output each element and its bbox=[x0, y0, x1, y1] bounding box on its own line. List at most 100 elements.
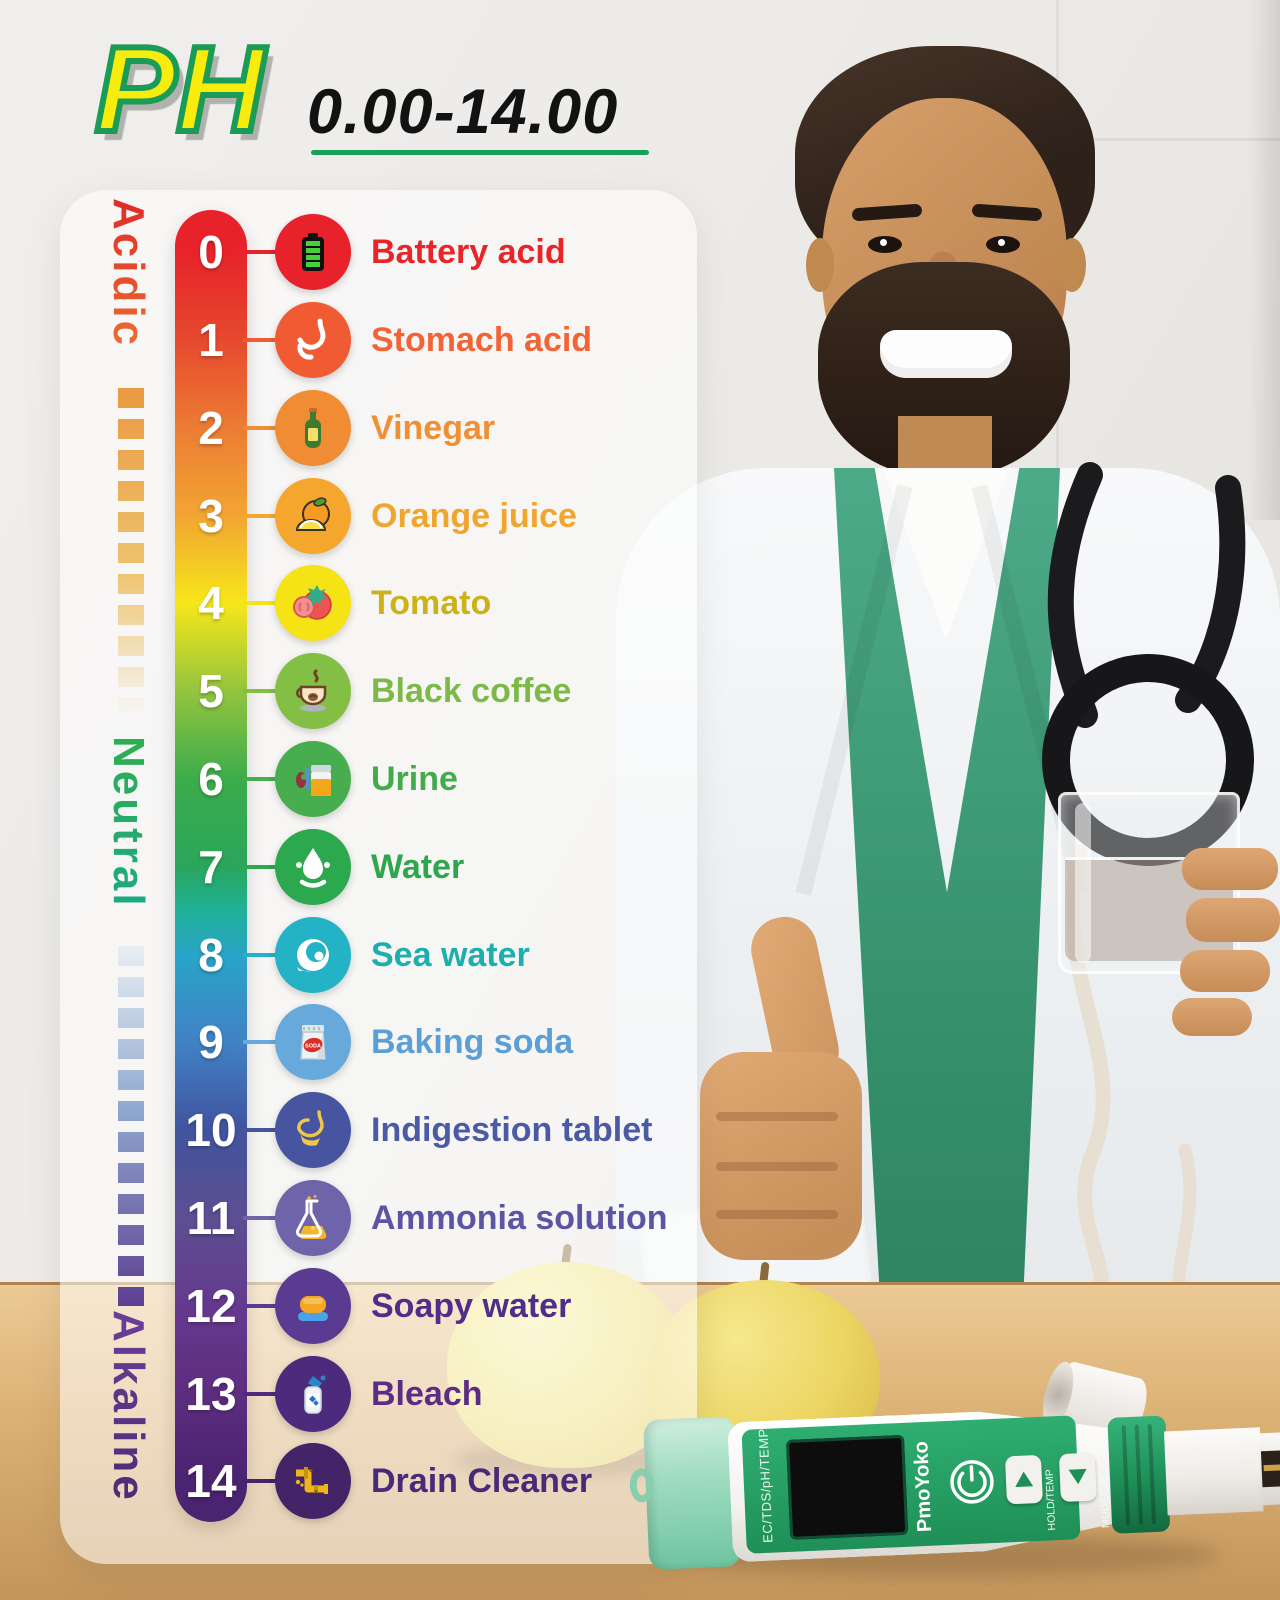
ph-row-11: 11 Ammonia solution bbox=[175, 1174, 691, 1262]
soda-bag-text: SODA bbox=[305, 1044, 321, 1050]
sea-wave-icon bbox=[275, 917, 351, 993]
drain-pipe-icon bbox=[275, 1443, 351, 1519]
ph-value: 12 bbox=[185, 1280, 237, 1332]
tomato-icon bbox=[275, 565, 351, 641]
connector-line bbox=[243, 1128, 279, 1132]
ph-value: 2 bbox=[198, 402, 224, 454]
down-triangle-icon bbox=[1068, 1468, 1088, 1485]
connector-line bbox=[243, 1392, 279, 1396]
ph-row-8: 8 Sea water bbox=[175, 911, 691, 999]
holding-finger bbox=[1180, 950, 1270, 992]
ph-row-12: 12 Soapy water bbox=[175, 1262, 691, 1350]
ph-value: 5 bbox=[198, 665, 224, 717]
ph-row-7: 7 Water bbox=[175, 823, 691, 911]
substance-label: Water bbox=[371, 848, 465, 886]
holding-finger bbox=[1186, 898, 1280, 942]
stomach-icon bbox=[275, 302, 351, 378]
collar-groove bbox=[1121, 1425, 1131, 1526]
substance-label: Bleach bbox=[371, 1375, 483, 1413]
probe-shaft bbox=[1163, 1427, 1264, 1516]
eye-highlight bbox=[880, 239, 887, 246]
ph-gradient-bar bbox=[175, 210, 247, 1522]
urine-sample-icon bbox=[275, 741, 351, 817]
ph-row-4: 4 Tomato bbox=[175, 559, 691, 647]
eye-highlight bbox=[998, 239, 1005, 246]
vinegar-bottle-icon bbox=[275, 390, 351, 466]
ph-row-9: 9 SODA Baking soda bbox=[175, 998, 691, 1086]
acidic-tick-dashes bbox=[118, 388, 144, 714]
connector-line bbox=[243, 865, 279, 869]
connector-line bbox=[243, 426, 279, 430]
ph-row-6: 6 Urine bbox=[175, 735, 691, 823]
water-drop-icon bbox=[275, 829, 351, 905]
ph-value: 1 bbox=[198, 314, 224, 366]
connector-line bbox=[243, 689, 279, 693]
flask-icon bbox=[275, 1180, 351, 1256]
hold-temp-button[interactable] bbox=[1004, 1454, 1043, 1505]
substance-label: Baking soda bbox=[371, 1023, 574, 1061]
ph-value: 11 bbox=[186, 1192, 236, 1244]
collar-groove bbox=[1134, 1424, 1144, 1525]
orange-fruit-icon bbox=[275, 478, 351, 554]
holding-finger bbox=[1172, 998, 1252, 1036]
probe-tip bbox=[1258, 1431, 1280, 1506]
electrode bbox=[1263, 1464, 1280, 1472]
connector-line bbox=[243, 1040, 279, 1044]
alkaline-tick-dashes bbox=[118, 946, 144, 1306]
finger-crease bbox=[716, 1162, 838, 1171]
ph-row-2: 2 Vinegar bbox=[175, 384, 691, 472]
title-block: PH 0.00-14.00 bbox=[92, 25, 695, 176]
ph-value: 7 bbox=[198, 841, 224, 893]
ph-value: 0 bbox=[198, 226, 224, 278]
soda-bag-icon: SODA bbox=[275, 1004, 351, 1080]
soap-bar-icon bbox=[275, 1268, 351, 1344]
ph-row-14: 14 Drain Cleaner bbox=[175, 1437, 691, 1525]
collar-groove bbox=[1147, 1424, 1157, 1525]
stomach-outline-icon bbox=[275, 1092, 351, 1168]
modes-label: EC/TDS/pH/TEMP bbox=[755, 1428, 776, 1544]
ph-value: 4 bbox=[198, 577, 224, 629]
title-underline bbox=[311, 150, 649, 155]
bleach-bottle-icon bbox=[275, 1356, 351, 1432]
mode-cal-button[interactable] bbox=[1058, 1452, 1097, 1503]
page-title: PH bbox=[92, 21, 268, 157]
device-faceplate: EC/TDS/pH/TEMP PmoYoko HOLD/TEMP MODE/CA… bbox=[741, 1415, 1112, 1554]
substance-label: Black coffee bbox=[371, 672, 572, 710]
connector-line bbox=[243, 953, 279, 957]
section-label-acidic: Acidic bbox=[103, 198, 153, 398]
doctor-smile bbox=[880, 330, 1012, 378]
ph-value: 13 bbox=[185, 1368, 237, 1420]
ph-value: 8 bbox=[198, 929, 224, 981]
ph-value: 14 bbox=[185, 1455, 237, 1507]
substance-label: Sea water bbox=[371, 936, 530, 974]
connector-line bbox=[243, 1479, 279, 1483]
glass-highlight bbox=[1075, 803, 1091, 963]
substance-label: Stomach acid bbox=[371, 321, 593, 359]
substance-label: Drain Cleaner bbox=[371, 1462, 593, 1500]
substance-label: Orange juice bbox=[371, 497, 577, 535]
doctor-ear bbox=[1058, 238, 1086, 292]
connector-line bbox=[243, 1216, 279, 1220]
coffee-cup-icon bbox=[275, 653, 351, 729]
connector-line bbox=[243, 338, 279, 342]
connector-line bbox=[243, 1304, 279, 1308]
substance-label: Soapy water bbox=[371, 1287, 572, 1325]
power-button[interactable] bbox=[947, 1457, 997, 1507]
probe-collar-ring bbox=[1107, 1415, 1171, 1534]
connector-line bbox=[243, 777, 279, 781]
substance-label: Urine bbox=[371, 760, 458, 798]
ph-row-13: 13 Bleach bbox=[175, 1350, 691, 1438]
ph-row-3: 3 Orange juice bbox=[175, 472, 691, 560]
cabinet-shelf-edge bbox=[1056, 138, 1280, 141]
ph-row-5: 5 Black coffee bbox=[175, 647, 691, 735]
ph-value: 3 bbox=[198, 490, 224, 542]
substance-label: Ammonia solution bbox=[371, 1199, 668, 1237]
ph-value: 10 bbox=[185, 1104, 237, 1156]
section-label-neutral: Neutral bbox=[103, 736, 153, 976]
battery-icon bbox=[275, 214, 351, 290]
ph-range: 0.00-14.00 bbox=[307, 77, 619, 147]
connector-line bbox=[243, 601, 279, 605]
connector-line bbox=[243, 250, 279, 254]
hold-temp-label: HOLD/TEMP bbox=[1043, 1468, 1059, 1531]
doctor-ear bbox=[806, 238, 834, 292]
